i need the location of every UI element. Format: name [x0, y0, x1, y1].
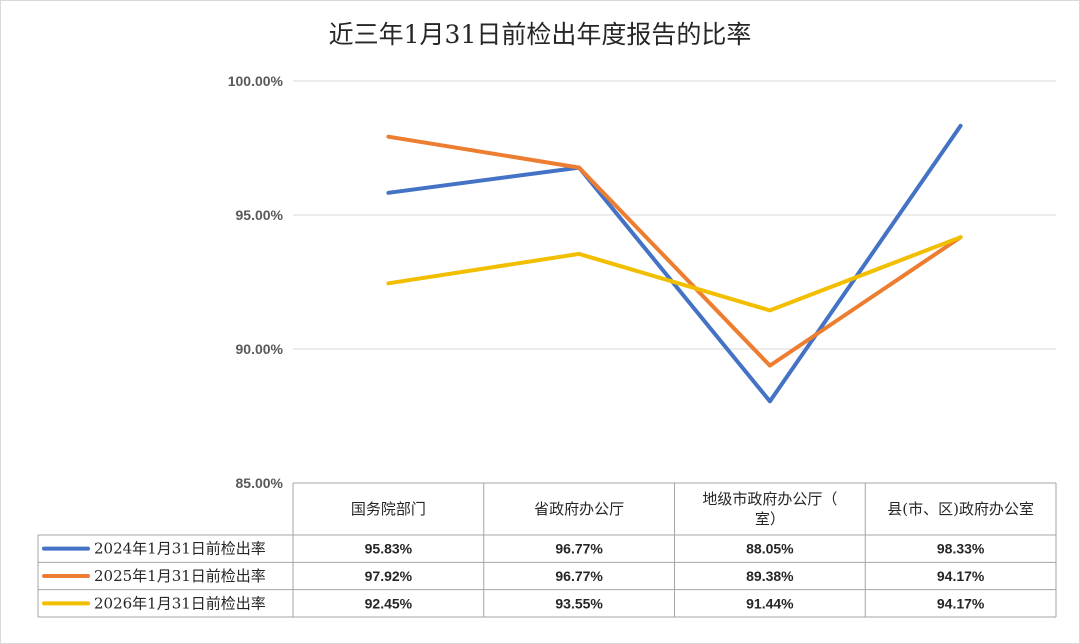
data-label: 91.44% [746, 595, 794, 611]
data-label: 92.45% [365, 595, 413, 611]
data-label: 89.38% [746, 568, 794, 584]
legend-label: 2025年1月31日前检出率 [94, 567, 266, 585]
y-tick-label: 100.00% [228, 73, 284, 89]
series-line-2 [386, 134, 963, 368]
category-label: 省政府办公厅 [534, 500, 624, 518]
data-label: 97.92% [365, 568, 413, 584]
category-label: 地级市政府办公厅（ [702, 490, 837, 508]
legend-label: 2024年1月31日前检出率 [94, 540, 266, 558]
y-tick-label: 85.00% [236, 475, 284, 491]
category-label: 县(市、区)政府办公室 [887, 500, 1034, 518]
legend-label: 2026年1月31日前检出率 [94, 594, 266, 612]
data-label: 98.33% [937, 541, 985, 557]
data-label: 94.17% [937, 568, 985, 584]
series-line-1 [386, 123, 963, 404]
y-tick-label: 95.00% [236, 207, 284, 223]
series-line-3 [386, 235, 963, 313]
category-label: 室） [755, 510, 785, 528]
data-label: 95.83% [365, 541, 413, 557]
data-label: 93.55% [555, 595, 603, 611]
data-label: 96.77% [555, 541, 603, 557]
category-label: 国务院部门 [351, 500, 426, 518]
data-label: 88.05% [746, 541, 794, 557]
data-label: 96.77% [555, 568, 603, 584]
data-label: 94.17% [937, 595, 985, 611]
y-tick-label: 90.00% [236, 341, 284, 357]
chart-title: 近三年1月31日前检出年度报告的比率 [328, 20, 752, 49]
